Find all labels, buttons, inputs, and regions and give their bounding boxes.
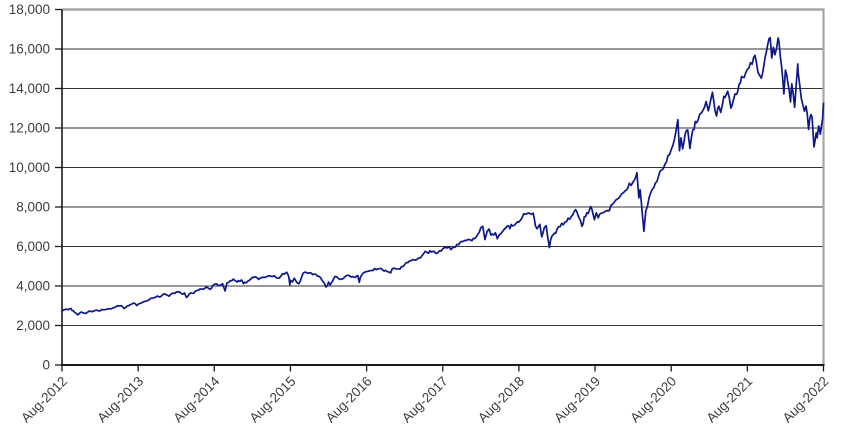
y-tick-label: 8,000	[16, 200, 50, 215]
y-tick-label: 18,000	[9, 2, 50, 17]
labels-group: 0 2,000 4,000 6,000 8,000 10,000 12,000 14,000 1…	[9, 2, 832, 426]
x-tick-label: Aug-2014	[170, 373, 222, 425]
y-tick-label: 10,000	[9, 160, 50, 175]
x-tick-label: Aug-2013	[94, 374, 146, 426]
x-tick-label: Aug-2017	[399, 374, 451, 426]
y-tick-label: 2,000	[16, 318, 50, 333]
y-tick-label: 6,000	[16, 239, 50, 254]
x-tick-label: Aug-2022	[780, 374, 832, 426]
x-tick-label: Aug-2012	[18, 374, 70, 426]
y-tick-label: 4,000	[16, 279, 50, 294]
x-tick-label: Aug-2020	[627, 374, 679, 426]
x-tick-label: Aug-2016	[323, 374, 375, 426]
price-line	[61, 36, 825, 316]
series-group	[61, 36, 825, 316]
axes-group	[61, 8, 825, 366]
y-tick-label: 14,000	[9, 81, 50, 96]
y-tick-label: 12,000	[9, 121, 50, 136]
y-tick-label: 0	[42, 358, 50, 373]
x-tick-label: Aug-2019	[551, 374, 603, 426]
x-tick-label: Aug-2021	[703, 374, 755, 426]
x-tick-label: Aug-2018	[475, 374, 527, 426]
y-tick-label: 16,000	[9, 42, 50, 57]
x-tick-label: Aug-2015	[247, 374, 299, 426]
gridlines-group	[62, 48, 824, 326]
ticks-group	[55, 8, 825, 372]
